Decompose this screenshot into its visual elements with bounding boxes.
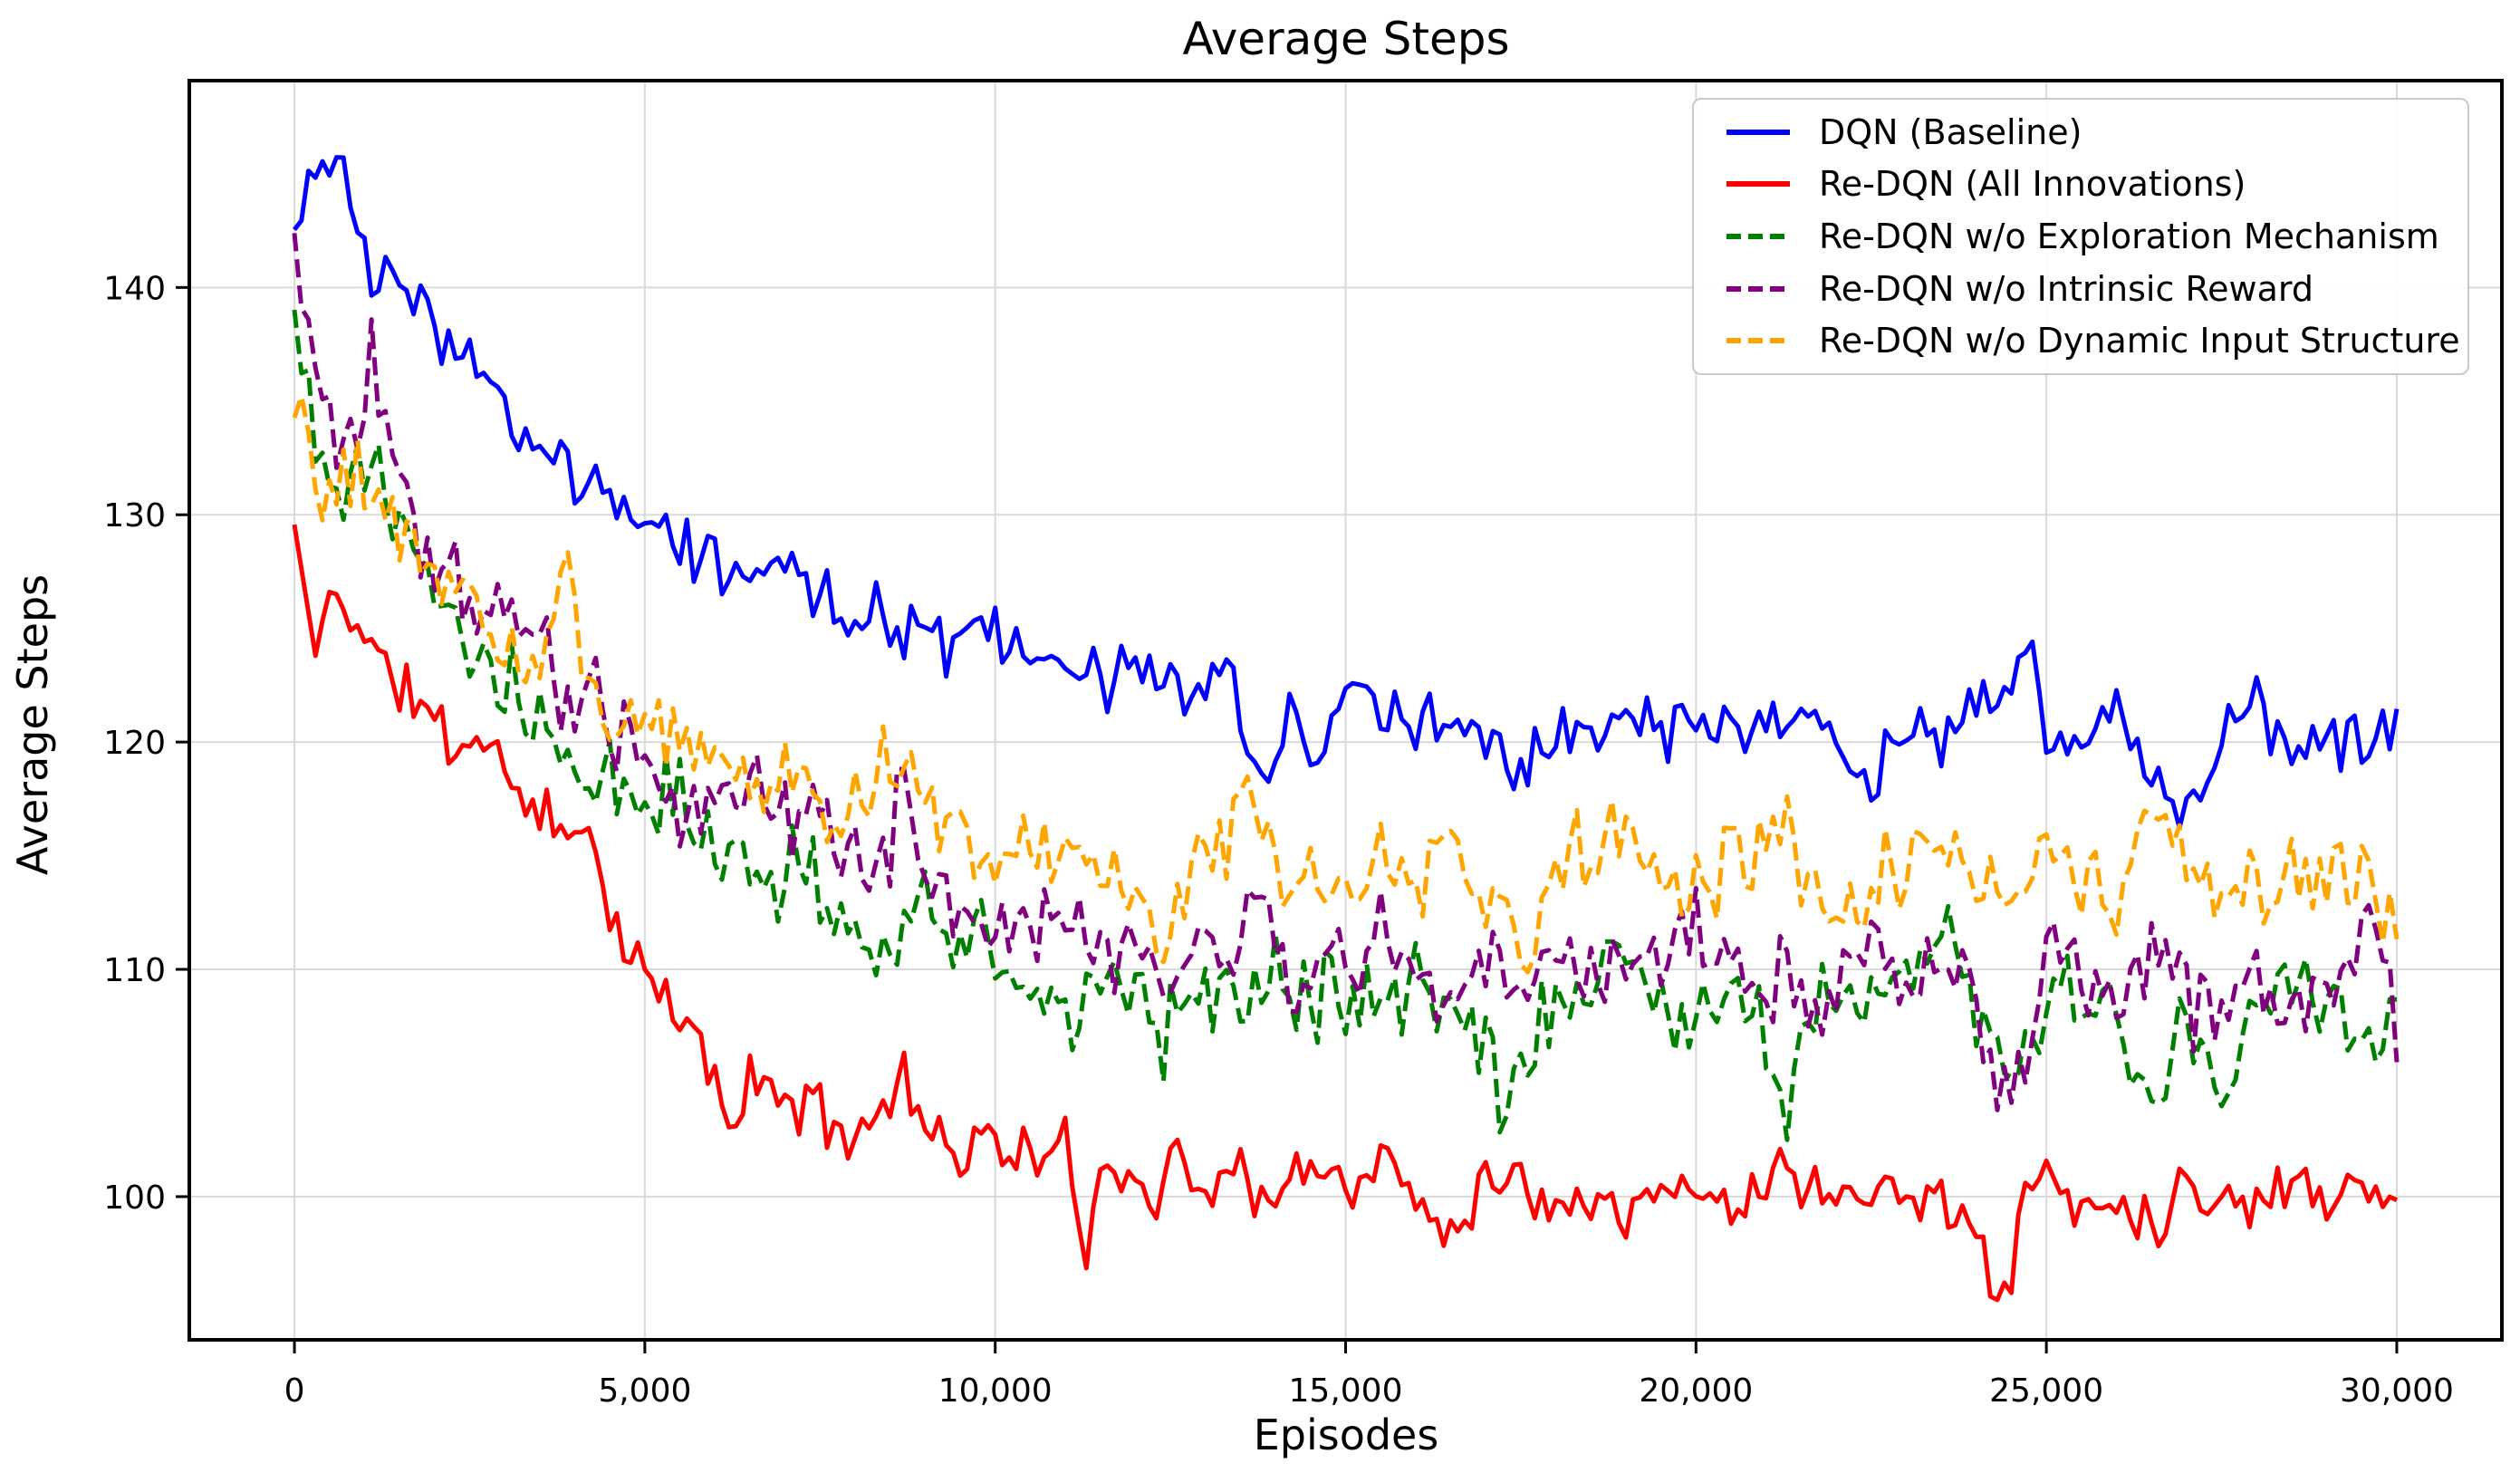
legend-line-swatch [1726,233,1790,239]
x-tick-label: 25,000 [1989,1372,2103,1410]
series-line-dqn-baseline [293,155,2400,831]
legend-label: Re-DQN w/o Dynamic Input Structure [1819,321,2460,361]
x-tick-label: 15,000 [1289,1372,1403,1410]
y-tick-label: 120 [103,725,166,762]
x-tick-label: 30,000 [2340,1372,2454,1410]
x-tick-label: 5,000 [598,1372,691,1410]
x-tick-label: 0 [284,1372,305,1410]
legend-item: Re-DQN w/o Exploration Mechanism [1725,211,2458,262]
series-line-re-dqn-all-innovations [292,524,2399,1303]
series-line-re-dqn-w-o-exploration-mechanism [292,309,2398,1142]
legend-line-swatch [1726,338,1790,344]
series-line-re-dqn-w-o-intrinsic-reward [292,233,2400,1112]
y-tick-label: 130 [103,497,166,534]
legend-item: Re-DQN (All Innovations) [1725,159,2458,209]
legend-label: DQN (Baseline) [1819,111,2082,152]
legend-item: Re-DQN w/o Intrinsic Reward [1725,264,2458,314]
series-layer [292,155,2400,1303]
y-tick-label: 100 [103,1179,166,1217]
legend-item: DQN (Baseline) [1725,107,2458,158]
legend-line-swatch [1726,181,1790,188]
legend-label: Re-DQN (All Innovations) [1819,164,2246,205]
legend-label: Re-DQN w/o Intrinsic Reward [1819,268,2313,309]
series-line-re-dqn-w-o-dynamic-input-structure [292,393,2400,975]
y-tick-label: 110 [103,952,166,989]
x-tick-label: 20,000 [1639,1372,1753,1410]
y-axis-label: Average Steps [8,574,57,875]
chart-title: Average Steps [1182,13,1509,65]
x-axis-label: Episodes [1254,1410,1439,1459]
axis-layer: 0 5,000 10,000 15,000 20,000 25,000 30,000 100 1… [103,270,2454,1410]
x-tick-label: 10,000 [938,1372,1053,1410]
plot-border [188,79,2504,1342]
legend-item: Re-DQN w/o Dynamic Input Structure [1725,315,2460,366]
y-tick-label: 140 [103,270,166,307]
legend: DQN (Baseline) Re-DQN (All Innovations) Re… [1692,98,2469,375]
legend-line-swatch [1726,285,1790,292]
legend-line-swatch [1726,129,1790,135]
legend-label: Re-DQN w/o Exploration Mechanism [1819,216,2439,256]
